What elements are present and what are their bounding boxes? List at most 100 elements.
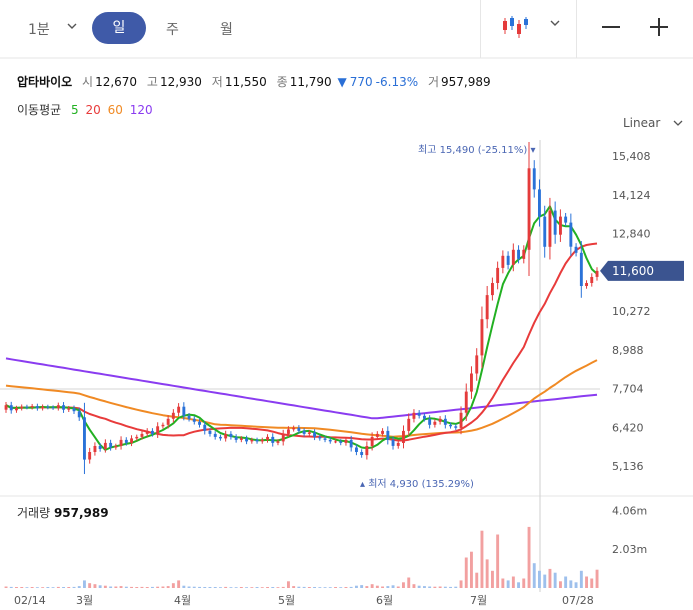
plus-icon[interactable]	[650, 18, 668, 36]
candle-body	[527, 168, 531, 250]
candle-body	[62, 405, 65, 410]
candle-body	[553, 210, 557, 235]
candle-body	[496, 267, 500, 283]
tab-monthly[interactable]: 월	[220, 22, 233, 38]
volume-bar	[491, 570, 494, 588]
price-tick-label: 10,272	[612, 305, 651, 318]
candle-body	[375, 433, 379, 437]
candle-body	[423, 415, 426, 419]
volume-bar	[375, 585, 379, 588]
volume-bar	[198, 586, 201, 588]
volume-bar	[501, 578, 505, 588]
candle-body	[287, 429, 290, 434]
tab-daily[interactable]: 일	[92, 12, 146, 44]
candle-body	[119, 439, 123, 446]
close-value: 11,790	[289, 75, 332, 89]
volume-bar	[292, 586, 296, 588]
volume-bar	[15, 587, 18, 588]
volume-bar	[464, 557, 468, 588]
change-arrow: ▼	[337, 75, 347, 89]
candle-body	[355, 447, 358, 452]
volume-bar	[334, 587, 337, 588]
ma-20-label[interactable]: 20	[85, 103, 101, 117]
volume-bar	[20, 587, 24, 588]
ma-120-label[interactable]: 120	[129, 103, 153, 117]
volume-bar	[323, 587, 327, 588]
volume-bar	[234, 587, 238, 588]
x-axis-label: 4월	[174, 594, 191, 607]
volume-bar	[208, 587, 212, 588]
candle-body	[56, 405, 60, 408]
volume-bar	[349, 586, 353, 588]
chevron-down-icon[interactable]	[549, 17, 561, 29]
candle-body	[506, 255, 510, 265]
candle-body	[198, 421, 201, 425]
volume-bar	[77, 586, 81, 588]
volume-bar	[30, 587, 34, 588]
volume-bar	[239, 587, 243, 588]
chevron-down-icon[interactable]	[673, 118, 683, 128]
ma-60-line	[5, 359, 598, 438]
candle-body	[595, 270, 599, 277]
interval-selector[interactable]: 1분	[28, 22, 50, 38]
candle-body	[501, 255, 505, 268]
volume-bar	[130, 586, 133, 588]
volume-bar	[297, 586, 301, 588]
price-tick-label: 5,136	[612, 460, 644, 473]
volume-bar	[98, 585, 102, 588]
candle-body	[574, 246, 578, 253]
volume-bar	[260, 587, 264, 588]
x-axis-label: 7월	[470, 594, 487, 607]
ma-legend: 이동평균 5 20 60 120	[17, 101, 156, 118]
candle-body	[532, 168, 536, 190]
candle-body	[171, 412, 175, 419]
tab-weekly[interactable]: 주	[166, 22, 179, 38]
candle-body	[344, 439, 348, 443]
candle-body	[564, 216, 568, 223]
candle-body	[51, 407, 55, 409]
toolbar-divider	[576, 0, 577, 58]
candle-body	[292, 427, 296, 430]
candle-body	[433, 421, 437, 425]
ma-5-label[interactable]: 5	[71, 103, 79, 117]
volume-bar	[9, 586, 13, 588]
volume-bar	[213, 587, 217, 588]
candle-body	[339, 441, 343, 443]
candle-body	[543, 216, 547, 247]
candle-body	[517, 249, 520, 259]
volume-bar	[56, 586, 60, 588]
minus-icon[interactable]	[602, 26, 620, 28]
current-price-tag	[600, 260, 684, 281]
volume-bar	[428, 586, 432, 588]
candle-body	[250, 439, 254, 442]
close-label: 종	[276, 75, 288, 89]
volume-bar	[559, 581, 562, 588]
volume-bar	[506, 580, 510, 588]
candlestick-icon[interactable]	[501, 14, 529, 40]
price-tick-label: 15,408	[612, 150, 651, 163]
x-axis-label: 3월	[76, 594, 93, 607]
candle-body	[386, 430, 390, 440]
change-value: 770	[349, 75, 373, 89]
scale-selector[interactable]: Linear	[623, 116, 661, 130]
volume-bar	[182, 585, 186, 588]
candle-body	[192, 418, 196, 422]
volume-bar	[475, 572, 479, 588]
candle-body	[271, 436, 275, 443]
volume-panel-value: 957,989	[53, 506, 109, 520]
candle-body	[349, 439, 353, 448]
candle-body	[77, 411, 81, 418]
volume-bar	[318, 587, 322, 588]
candle-body	[208, 430, 212, 434]
ma-60-label[interactable]: 60	[107, 103, 123, 117]
toolbar-divider	[480, 0, 481, 58]
volume-bar	[135, 587, 139, 588]
volume-bar	[423, 586, 426, 588]
chevron-down-icon[interactable]	[66, 20, 78, 32]
volume-bar	[35, 587, 39, 588]
volume-bar	[166, 586, 170, 588]
candle-body	[46, 406, 50, 408]
volume-bar	[67, 587, 71, 588]
candle-body	[412, 412, 416, 419]
